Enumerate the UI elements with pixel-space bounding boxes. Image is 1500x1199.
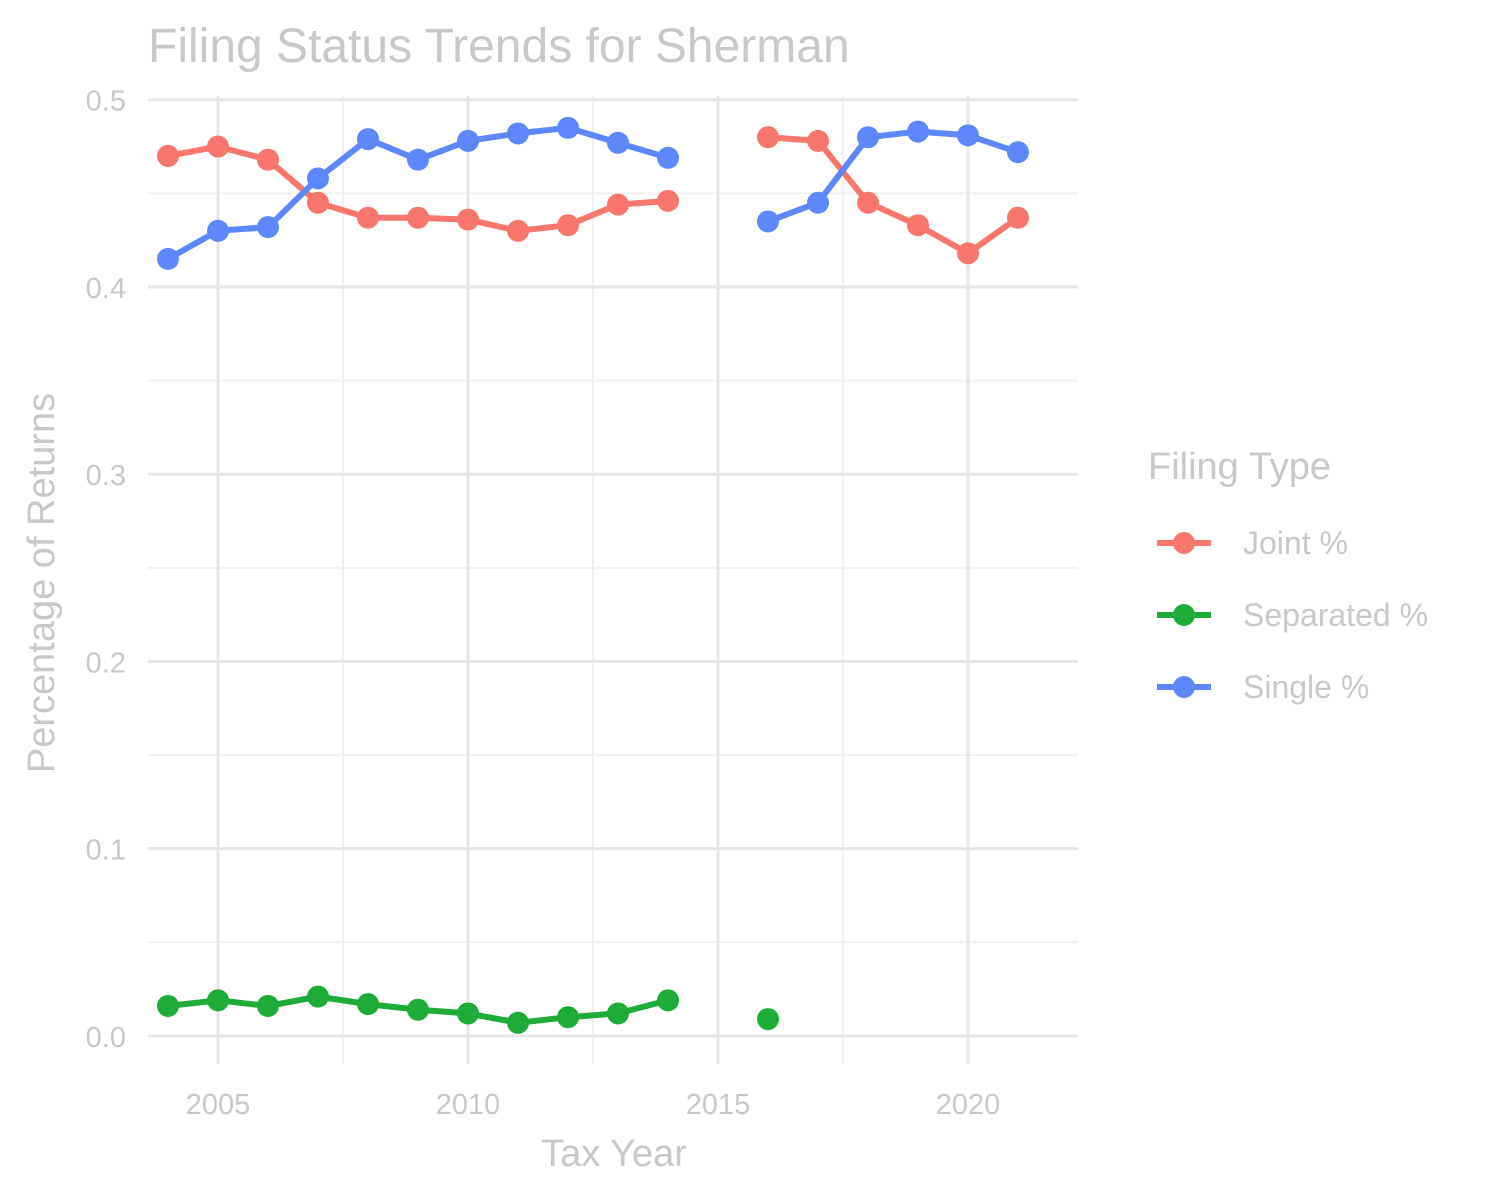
legend: Filing Type Joint % Separated % Single % [1148,446,1428,705]
x-tick-label: 2005 [186,1089,251,1121]
data-point-single [157,247,179,270]
legend-item-separated: Separated % [1157,597,1428,633]
data-point-single [357,128,379,151]
data-point-joint [857,191,879,214]
x-tick-label: 2015 [686,1089,751,1121]
data-point-single [407,148,429,171]
legend-key-point [1173,532,1195,554]
data-point-joint [1007,206,1029,229]
data-point-single [607,131,629,154]
data-point-joint [207,135,229,158]
data-point-joint [957,242,979,265]
grid [148,96,1078,1064]
data-point-single [307,167,329,190]
data-point-joint [407,206,429,229]
data-point-separated [307,985,329,1008]
series-layer [157,116,1029,1034]
data-point-joint [657,189,679,212]
x-axis-tick-labels: 2005 2010 2015 2020 [186,1089,1001,1121]
data-point-single [857,126,879,149]
data-point-separated [557,1006,579,1029]
data-point-joint [257,148,279,171]
data-point-separated [757,1008,779,1031]
legend-label: Joint % [1243,525,1348,561]
series-line-joint [765,134,1021,257]
x-axis-title: Tax Year [541,1133,687,1175]
y-tick-label: 0.5 [86,86,126,118]
data-point-joint [307,191,329,214]
legend-key-point [1173,676,1195,698]
data-point-separated [407,998,429,1021]
data-point-separated [657,989,679,1012]
series-line-single [765,128,1021,225]
series-separated [157,985,779,1034]
data-point-single [757,210,779,233]
legend-key-point [1173,604,1195,626]
y-tick-label: 0.1 [86,835,126,867]
legend-label: Separated % [1243,597,1428,633]
data-point-single [907,120,929,143]
data-point-separated [257,994,279,1017]
data-point-joint [557,214,579,237]
y-tick-label: 0.4 [86,273,126,305]
y-tick-label: 0.0 [86,1022,126,1054]
data-point-single [207,219,229,242]
x-tick-label: 2020 [936,1089,1001,1121]
y-axis-tick-labels: 0.0 0.1 0.2 0.3 0.4 0.5 [86,86,126,1054]
data-point-joint [607,193,629,216]
x-tick-label: 2010 [436,1089,501,1121]
data-point-joint [157,144,179,167]
data-point-separated [207,989,229,1012]
data-point-single [957,124,979,147]
y-tick-label: 0.2 [86,647,126,679]
legend-item-joint: Joint % [1157,525,1348,561]
data-point-separated [607,1002,629,1025]
legend-item-single: Single % [1157,669,1369,705]
series-joint [157,126,1029,265]
data-point-single [557,116,579,139]
y-axis-title: Percentage of Returns [21,393,63,773]
data-point-separated [357,993,379,1016]
data-point-single [807,191,829,214]
legend-items: Joint % Separated % Single % [1157,525,1428,705]
data-point-single [657,146,679,169]
legend-title: Filing Type [1148,446,1331,488]
data-point-joint [457,208,479,231]
chart-title: Filing Status Trends for Sherman [148,20,850,73]
series-single [157,116,1029,270]
data-point-joint [807,129,829,152]
legend-label: Single % [1243,669,1369,705]
data-point-joint [357,206,379,229]
data-point-joint [757,126,779,149]
y-tick-label: 0.3 [86,460,126,492]
data-point-single [457,129,479,152]
data-point-single [1007,141,1029,164]
data-point-separated [457,1002,479,1025]
data-point-joint [507,219,529,242]
data-point-joint [907,214,929,237]
data-point-separated [507,1011,529,1034]
data-point-separated [157,994,179,1017]
data-point-single [257,216,279,239]
data-point-single [507,122,529,145]
